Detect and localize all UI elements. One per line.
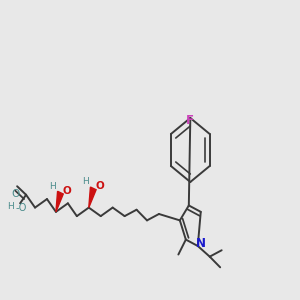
Polygon shape <box>89 187 96 208</box>
Text: H: H <box>7 202 14 211</box>
Text: O: O <box>63 185 72 196</box>
Text: F: F <box>186 114 194 127</box>
Text: O: O <box>11 189 20 199</box>
Text: N: N <box>196 237 206 250</box>
Polygon shape <box>56 191 63 212</box>
Text: -O: -O <box>16 203 27 213</box>
Text: O: O <box>96 181 104 191</box>
Text: H: H <box>82 178 89 187</box>
Text: H: H <box>50 182 56 191</box>
